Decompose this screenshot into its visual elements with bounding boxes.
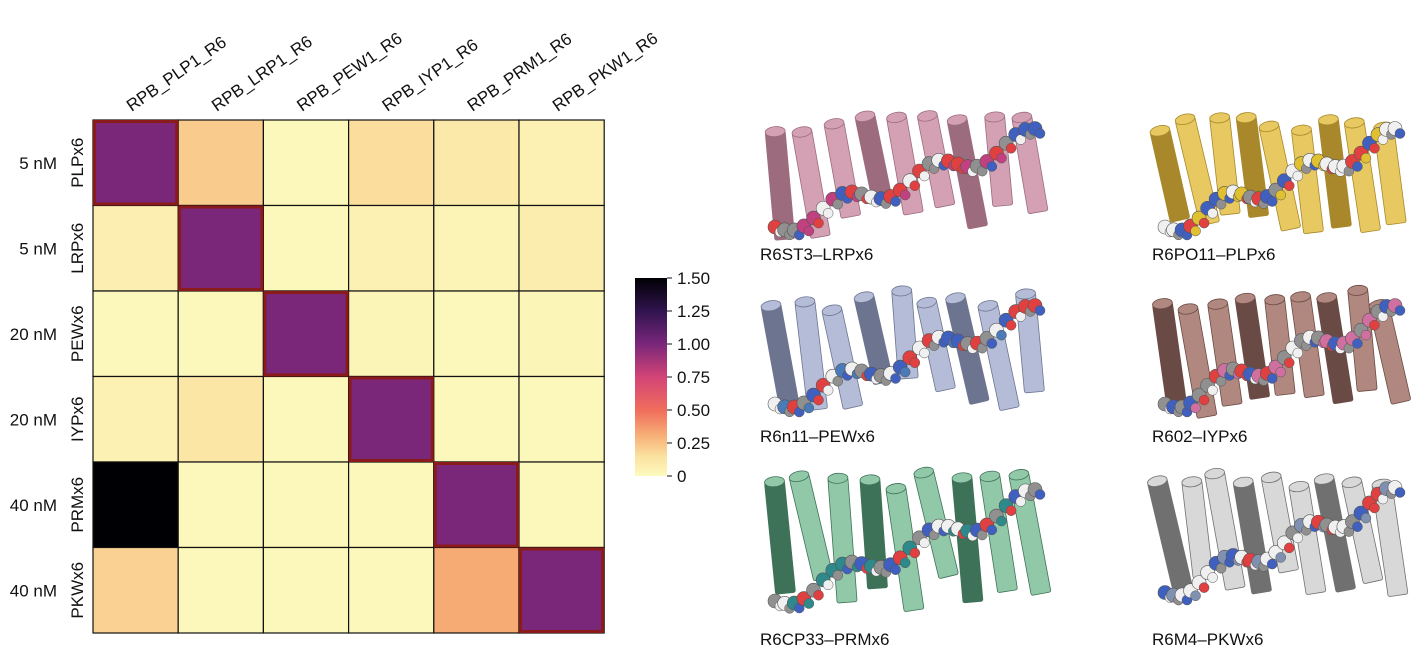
- heatmap-cell: [433, 461, 520, 549]
- diagonal-highlight: [348, 376, 434, 462]
- row-label: PLPx6: [68, 138, 87, 188]
- heatmap-cell: [177, 119, 264, 207]
- heatmap-cell: [92, 290, 179, 378]
- heatmap-cell: [262, 546, 350, 634]
- heatmap-cell: [262, 119, 350, 207]
- concentration-label: 5 nM: [19, 239, 57, 258]
- heatmap-cell: [177, 546, 264, 634]
- concentration-label: 40 nM: [10, 581, 57, 600]
- heatmap-cell: [518, 461, 605, 549]
- structure-caption: R602–IYPx6: [1152, 427, 1248, 446]
- heatmap-cell: [518, 546, 605, 634]
- concentration-label: 20 nM: [10, 325, 57, 344]
- colorbar-tick-label: 0: [677, 467, 686, 486]
- structure-panels: [760, 110, 1411, 614]
- diagonal-highlight: [519, 547, 605, 633]
- heatmap-cell: [518, 119, 605, 207]
- row-label: PKWx6: [68, 562, 87, 619]
- heatmap-cell: [177, 204, 264, 292]
- protein-structure-image: [764, 110, 1049, 241]
- colorbar-gradient: [635, 278, 667, 476]
- diagonal-highlight: [433, 462, 519, 548]
- structure-caption: R6M4–PKWx6: [1152, 630, 1264, 649]
- row-label: IYPx6: [68, 397, 87, 442]
- heatmap-cell: [348, 461, 435, 549]
- heatmap-cell: [262, 290, 350, 378]
- protein-structure-image: [1152, 284, 1411, 419]
- diagonal-highlight: [263, 291, 349, 377]
- protein-structure-image: [764, 466, 1052, 614]
- colorbar-tick-label: 1.25: [677, 302, 710, 321]
- heatmap-row-labels: PLPx6 5 nM LRPx6 5 nM PEWx6 20 nM IYPx6 20 nM PR…: [10, 138, 87, 619]
- heatmap-cell: [177, 461, 264, 549]
- colorbar: 1.50 1.25 1.00 0.75 0.50 0.25 0: [635, 269, 710, 486]
- heatmap-cell: [518, 290, 605, 378]
- concentration-label: 5 nM: [19, 154, 57, 173]
- row-label: PEWx6: [68, 305, 87, 362]
- colorbar-tick-label: 0.50: [677, 401, 710, 420]
- heatmap-cell: [518, 375, 605, 463]
- concentration-label: 40 nM: [10, 496, 57, 515]
- colorbar-tick-label: 1.50: [677, 269, 710, 288]
- heatmap-cell: [433, 290, 520, 378]
- structure-caption: R6ST3–LRPx6: [760, 245, 874, 264]
- diagonal-highlight: [178, 205, 264, 291]
- structure-caption: R6PO11–PLPx6: [1152, 245, 1276, 264]
- heatmap-cell: [262, 375, 350, 463]
- heatmap-cell: [177, 290, 264, 378]
- heatmap-cell: [262, 204, 350, 292]
- protein-structure-image: [1149, 112, 1407, 241]
- heatmap-cell: [92, 375, 179, 463]
- heatmap: [92, 119, 605, 634]
- heatmap-cell: [433, 119, 520, 207]
- protein-structure-image: [760, 285, 1046, 418]
- heatmap-cell: [348, 204, 435, 292]
- heatmap-cell: [518, 204, 605, 292]
- heatmap-cell: [92, 204, 179, 292]
- heatmap-cell: [348, 119, 435, 207]
- row-label: PRMx6: [68, 477, 87, 533]
- heatmap-cell: [348, 290, 435, 378]
- heatmap-cell: [177, 375, 264, 463]
- colorbar-tick-label: 0.75: [677, 368, 710, 387]
- colorbar-tick-label: 1.00: [677, 335, 710, 354]
- structure-caption: R6n11–PEWx6: [760, 427, 875, 446]
- row-label: LRPx6: [68, 223, 87, 274]
- heatmap-column-labels: RPB_PLP1_R6RPB_LRP1_R6RPB_PEW1_R6RPB_IYP…: [123, 29, 661, 116]
- heatmap-cell: [348, 546, 435, 634]
- heatmap-cell: [262, 461, 350, 549]
- heatmap-cell: [348, 375, 435, 463]
- diagonal-highlight: [93, 120, 179, 206]
- colorbar-tick-label: 0.25: [677, 434, 710, 453]
- heatmap-cell: [92, 119, 179, 207]
- heatmap-cell: [92, 461, 179, 549]
- protein-structure-image: [1147, 467, 1409, 606]
- heatmap-cell: [433, 546, 520, 634]
- heatmap-cell: [433, 375, 520, 463]
- heatmap-cell: [433, 204, 520, 292]
- structure-caption: R6CP33–PRMx6: [760, 630, 890, 649]
- concentration-label: 20 nM: [10, 410, 57, 429]
- heatmap-cell: [92, 546, 179, 634]
